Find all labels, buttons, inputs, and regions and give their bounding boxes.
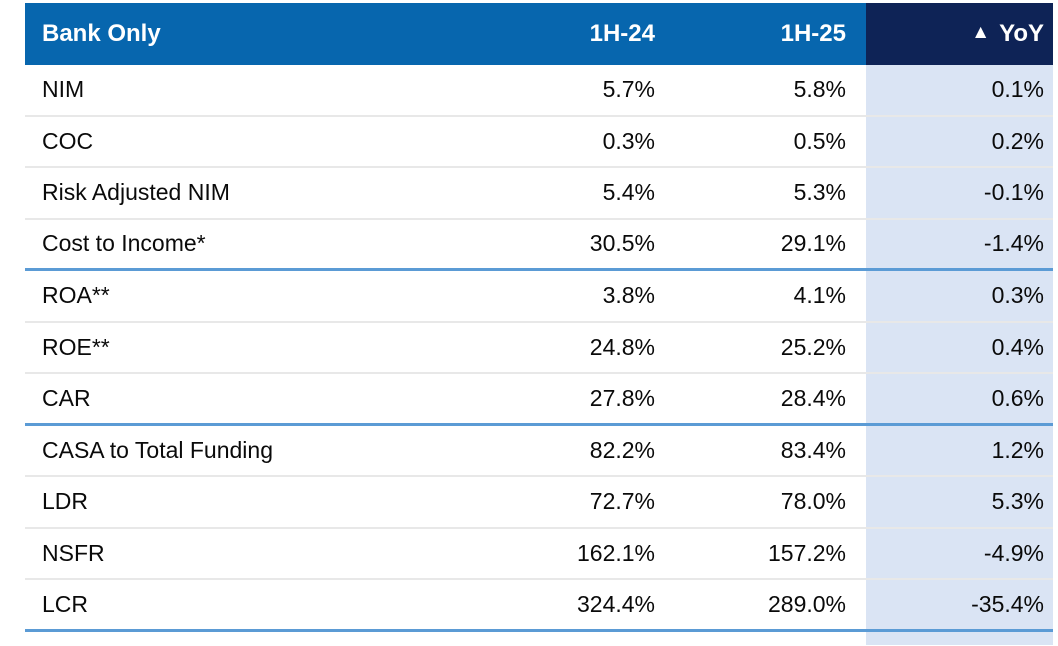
- tail-spacer: [25, 632, 447, 645]
- value-1h25: 28.4%: [780, 384, 846, 411]
- value-1h25: 25.2%: [780, 333, 846, 360]
- table-row: LDR 72.7% 78.0% 5.3%: [25, 477, 1053, 529]
- value-1h25: 157.2%: [767, 539, 846, 566]
- value-1h25: 29.1%: [780, 230, 846, 257]
- metric-label: NIM: [42, 76, 85, 103]
- tail-spacer: [662, 632, 866, 645]
- value-1h24: 0.3%: [602, 127, 655, 154]
- value-1h25: 5.8%: [793, 76, 846, 103]
- up-triangle-icon: ▲: [971, 22, 991, 43]
- table-row: LCR 324.4% 289.0% -35.4%: [25, 580, 1053, 632]
- value-1h25: 83.4%: [780, 436, 846, 463]
- value-1h24: 27.8%: [589, 384, 655, 411]
- metric-label: NSFR: [42, 539, 105, 566]
- table-row: COC 0.3% 0.5% 0.2%: [25, 116, 1053, 168]
- metric-label: Cost to Income*: [42, 230, 206, 257]
- value-1h24: 5.4%: [602, 179, 655, 206]
- tail-spacer: [447, 632, 662, 645]
- value-1h24: 324.4%: [576, 590, 655, 617]
- table-row: CAR 27.8% 28.4% 0.6%: [25, 374, 1053, 426]
- table-row: NSFR 162.1% 157.2% -4.9%: [25, 528, 1053, 580]
- value-yoy-change: -35.4%: [866, 580, 1053, 629]
- metric-label: LDR: [42, 488, 89, 515]
- metric-label: CAR: [42, 384, 91, 411]
- value-yoy-change: -4.9%: [866, 528, 1053, 578]
- header-bank-only: Bank Only: [42, 20, 161, 47]
- header-1h25: 1H-25: [780, 20, 846, 47]
- value-1h24: 5.7%: [602, 76, 655, 103]
- value-yoy-change: 1.2%: [866, 425, 1053, 475]
- value-1h24: 82.2%: [589, 436, 655, 463]
- table-row: ROE** 24.8% 25.2% 0.4%: [25, 322, 1053, 374]
- table-row: NIM 5.7% 5.8% 0.1%: [25, 65, 1053, 117]
- table-row: ROA** 3.8% 4.1% 0.3%: [25, 271, 1053, 323]
- table-row: Cost to Income* 30.5% 29.1% -1.4%: [25, 219, 1053, 271]
- value-1h25: 0.5%: [793, 127, 846, 154]
- metric-label: LCR: [42, 590, 89, 617]
- metric-label: CASA to Total Funding: [42, 436, 273, 463]
- table-row: Risk Adjusted NIM 5.4% 5.3% -0.1%: [25, 168, 1053, 220]
- value-1h24: 24.8%: [589, 333, 655, 360]
- header-yoy: ▲ YoY: [866, 3, 1053, 65]
- value-yoy-change: 0.2%: [866, 116, 1053, 166]
- table-row: CASA to Total Funding 82.2% 83.4% 1.2%: [25, 425, 1053, 477]
- header-yoy-label: YoY: [999, 20, 1044, 47]
- bank-only-ratios-table: Bank Only 1H-24 1H-25 ▲ YoY NIM 5.7% 5.8% 0…: [25, 3, 1053, 645]
- value-yoy-change: -1.4%: [866, 219, 1053, 268]
- yoy-column-tail: [25, 631, 1053, 645]
- value-1h24: 72.7%: [589, 488, 655, 515]
- metric-label: ROA**: [42, 282, 110, 309]
- value-yoy-change: 5.3%: [866, 477, 1053, 527]
- value-yoy-change: -0.1%: [866, 168, 1053, 218]
- table-body: NIM 5.7% 5.8% 0.1% COC 0.3% 0.5% 0.2% Risk Adjus…: [25, 65, 1053, 632]
- value-yoy-change: 0.1%: [866, 65, 1053, 115]
- value-yoy-change: 0.3%: [866, 271, 1053, 321]
- value-yoy-change: 0.6%: [866, 374, 1053, 423]
- header-1h24: 1H-24: [589, 20, 655, 47]
- metric-label: COC: [42, 127, 94, 154]
- table-header-row: Bank Only 1H-24 1H-25 ▲ YoY: [25, 3, 1053, 65]
- value-1h25: 289.0%: [767, 590, 846, 617]
- yoy-column-tail-fill: [866, 631, 1053, 645]
- value-1h25: 5.3%: [793, 179, 846, 206]
- metric-label: Risk Adjusted NIM: [42, 179, 230, 206]
- value-1h25: 78.0%: [780, 488, 846, 515]
- metric-label: ROE**: [42, 333, 110, 360]
- value-yoy-change: 0.4%: [866, 322, 1053, 372]
- value-1h25: 4.1%: [793, 282, 846, 309]
- value-1h24: 162.1%: [576, 539, 655, 566]
- value-1h24: 30.5%: [589, 230, 655, 257]
- value-1h24: 3.8%: [602, 282, 655, 309]
